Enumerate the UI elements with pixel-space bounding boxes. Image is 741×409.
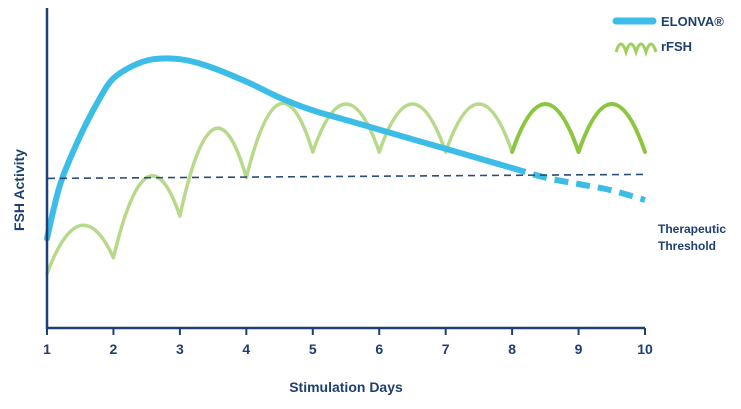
x-tick-label: 2 <box>110 341 118 357</box>
rfsh-dose-arch <box>178 126 249 218</box>
x-tick-label: 4 <box>242 341 250 357</box>
x-tick-label: 7 <box>442 341 450 357</box>
therapeutic-threshold-line <box>47 173 646 180</box>
threshold-label-line2: Threshold <box>658 239 716 253</box>
x-tick-label: 3 <box>176 341 184 357</box>
legend-rfsh-label: rFSH <box>661 39 692 54</box>
legend: ELONVA® rFSH <box>612 14 724 58</box>
rfsh-dose-arch <box>111 174 182 260</box>
threshold-label-line1: Therapeutic <box>658 222 726 236</box>
x-tick-label: 10 <box>637 341 653 357</box>
x-tick-label: 9 <box>575 341 583 357</box>
rfsh-dose-arch <box>443 102 514 154</box>
elonva-line-dashed <box>511 165 646 203</box>
x-tick-label: 1 <box>43 341 51 357</box>
rfsh-dose-arch <box>45 223 116 276</box>
rfsh-dose-arch <box>244 101 315 180</box>
y-axis-label: FSH Activity <box>11 149 27 231</box>
rfsh-dose-arch <box>576 102 647 154</box>
legend-rfsh-swatch <box>614 42 658 58</box>
elonva-series <box>44 55 646 242</box>
rfsh-dose-arch <box>311 102 381 154</box>
x-tick-label: 6 <box>375 341 383 357</box>
rfsh-dose-arch <box>510 102 581 154</box>
legend-elonva-label: ELONVA® <box>661 14 724 29</box>
x-axis-label: Stimulation Days <box>289 379 403 395</box>
elonva-line-solid <box>44 55 516 242</box>
x-axis-ticks: 1 2 3 4 5 6 7 8 9 10 <box>43 328 653 357</box>
x-tick-label: 8 <box>508 341 516 357</box>
rfsh-series <box>45 101 647 276</box>
x-tick-label: 5 <box>309 341 317 357</box>
